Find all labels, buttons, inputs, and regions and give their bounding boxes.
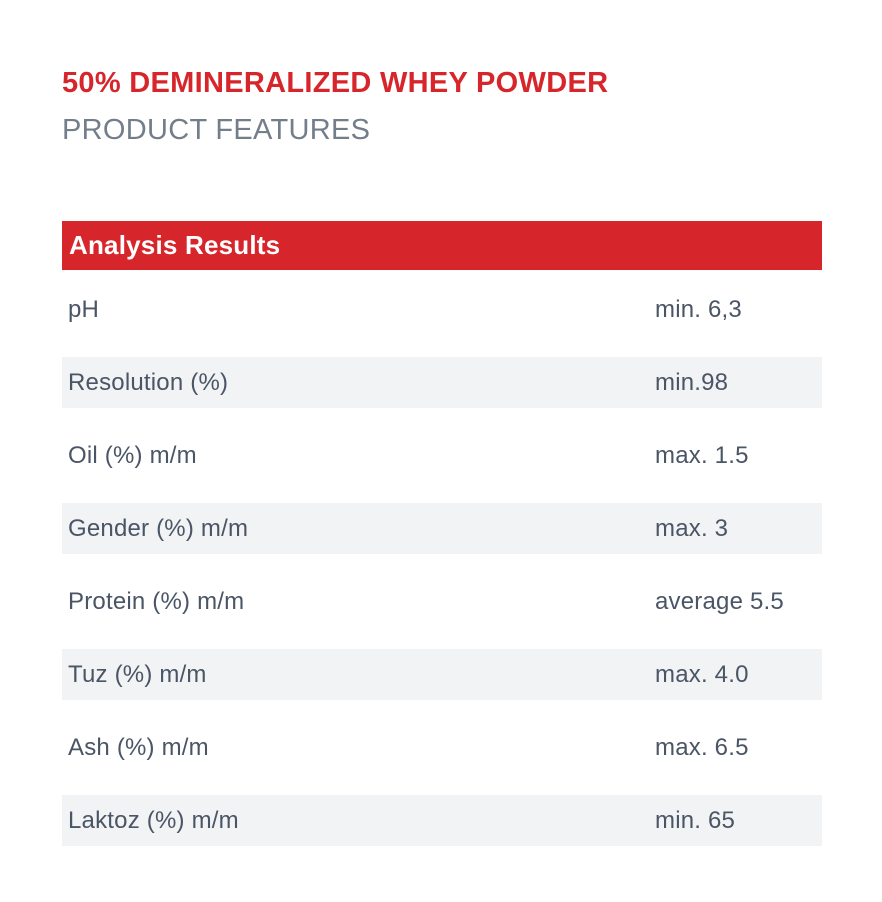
row-value: min.98: [655, 368, 729, 396]
row-label: pH: [68, 295, 100, 323]
page-title: 50% DEMINERALIZED WHEY POWDER: [62, 67, 609, 99]
table-row: Protein (%) m/m average 5.5: [62, 576, 822, 627]
content-area: 50% DEMINERALIZED WHEY POWDER PRODUCT FE…: [62, 66, 822, 846]
row-value: min. 6,3: [655, 295, 742, 323]
row-value: max. 1.5: [655, 441, 749, 469]
row-label: Gender (%) m/m: [68, 514, 249, 542]
page-subtitle: PRODUCT FEATURES: [62, 114, 371, 146]
analysis-results-table: pH min. 6,3 Resolution (%) min.98 Oil (%…: [62, 284, 822, 846]
table-row: pH min. 6,3: [62, 284, 822, 335]
table-row: Gender (%) m/m max. 3: [62, 503, 822, 554]
row-value: max. 3: [655, 514, 729, 542]
table-row: Resolution (%) min.98: [62, 357, 822, 408]
row-value: max. 4.0: [655, 660, 749, 688]
analysis-results-header-bar: Analysis Results: [62, 221, 822, 270]
analysis-results-header-label: Analysis Results: [69, 230, 281, 260]
row-label: Resolution (%): [68, 368, 229, 396]
row-label: Ash (%) m/m: [68, 733, 209, 761]
table-row: Laktoz (%) m/m min. 65: [62, 795, 822, 846]
table-row: Tuz (%) m/m max. 4.0: [62, 649, 822, 700]
row-value: average 5.5: [655, 587, 784, 615]
row-value: max. 6.5: [655, 733, 749, 761]
table-row: Ash (%) m/m max. 6.5: [62, 722, 822, 773]
table-row: Oil (%) m/m max. 1.5: [62, 430, 822, 481]
row-value: min. 65: [655, 806, 736, 834]
row-label: Oil (%) m/m: [68, 441, 197, 469]
row-label: Tuz (%) m/m: [68, 660, 207, 688]
row-label: Laktoz (%) m/m: [68, 806, 239, 834]
row-label: Protein (%) m/m: [68, 587, 245, 615]
